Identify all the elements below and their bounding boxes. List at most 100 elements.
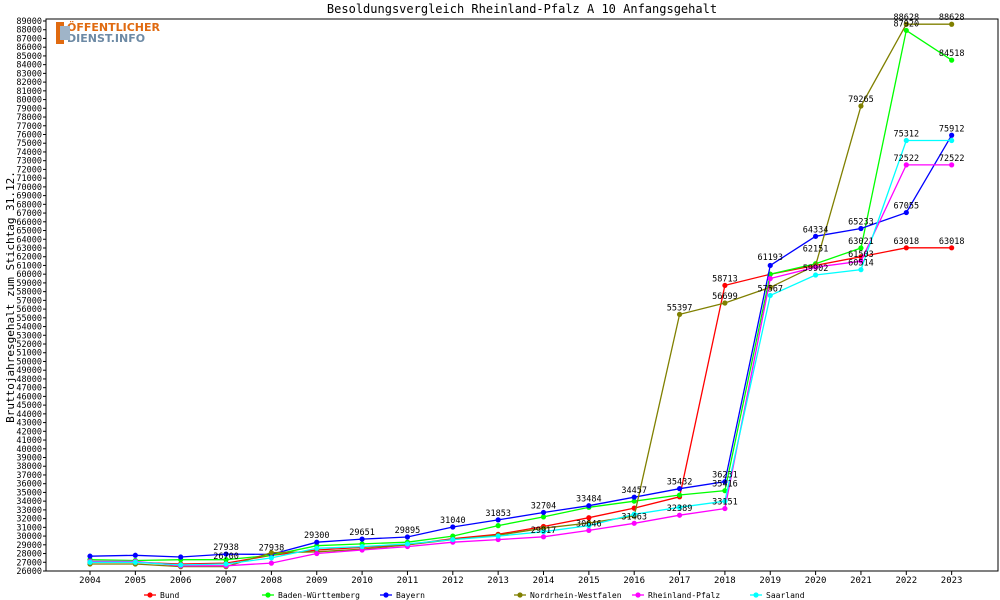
data-point bbox=[949, 132, 955, 138]
y-tick-label: 88000 bbox=[16, 26, 42, 36]
x-tick-label: 2014 bbox=[533, 576, 555, 586]
y-tick-label: 62000 bbox=[16, 253, 42, 263]
y-tick-label: 81000 bbox=[16, 87, 42, 97]
y-tick-label: 83000 bbox=[16, 69, 42, 79]
logo-mark-icon bbox=[56, 22, 71, 44]
y-tick-label: 86000 bbox=[16, 43, 42, 53]
series-line bbox=[89, 29, 952, 562]
y-tick-label: 87000 bbox=[16, 34, 42, 44]
data-point bbox=[676, 311, 683, 317]
y-tick-label: 70000 bbox=[16, 183, 42, 193]
data-point bbox=[903, 245, 909, 251]
y-tick-label: 43000 bbox=[16, 419, 42, 429]
x-tick-label: 2016 bbox=[623, 576, 645, 586]
series-lines bbox=[87, 21, 955, 570]
y-tick-label: 79000 bbox=[16, 104, 42, 114]
data-label: 33151 bbox=[712, 498, 738, 508]
y-tick-label: 74000 bbox=[16, 148, 42, 158]
y-tick-label: 58000 bbox=[16, 288, 42, 298]
data-label: 61503 bbox=[848, 250, 874, 260]
y-tick-label: 67000 bbox=[16, 209, 42, 219]
legend-label: Bund bbox=[160, 591, 179, 600]
x-tick-label: 2018 bbox=[714, 576, 736, 586]
data-point bbox=[87, 559, 93, 565]
legend-marker bbox=[517, 592, 523, 598]
data-point bbox=[223, 551, 229, 557]
data-point bbox=[722, 479, 728, 485]
legend-marker bbox=[147, 592, 153, 598]
x-tick-label: 2009 bbox=[306, 576, 328, 586]
data-point bbox=[722, 505, 728, 512]
y-tick-label: 37000 bbox=[16, 471, 42, 481]
data-label: 29917 bbox=[531, 526, 557, 536]
y-tick-label: 26000 bbox=[16, 567, 42, 577]
y-tick-label: 71000 bbox=[16, 174, 42, 184]
y-tick-label: 44000 bbox=[16, 410, 42, 420]
data-point bbox=[268, 550, 274, 556]
y-tick-label: 61000 bbox=[16, 261, 42, 271]
data-point bbox=[813, 272, 819, 278]
data-point bbox=[132, 559, 138, 565]
data-point bbox=[722, 498, 728, 504]
data-point bbox=[949, 137, 955, 144]
y-tick-label: 39000 bbox=[16, 454, 42, 464]
y-axis-label: Bruttojahresgehalt zum Stichtag 31.12. bbox=[4, 171, 17, 423]
data-point bbox=[450, 536, 456, 543]
x-tick-label: 2007 bbox=[215, 576, 237, 586]
data-point bbox=[903, 27, 909, 34]
data-label: 67055 bbox=[894, 202, 920, 212]
legend-marker bbox=[635, 592, 641, 598]
data-point bbox=[949, 21, 955, 27]
data-label: 65233 bbox=[848, 217, 874, 227]
data-label: 31853 bbox=[485, 509, 511, 519]
x-tick-label: 2023 bbox=[941, 576, 963, 586]
data-point bbox=[676, 492, 683, 498]
data-point bbox=[314, 539, 320, 545]
data-label: 72522 bbox=[894, 154, 920, 164]
data-label: 75912 bbox=[939, 124, 965, 134]
series-line bbox=[90, 23, 952, 568]
y-tick-label: 89000 bbox=[16, 17, 42, 27]
y-tick-label: 31000 bbox=[16, 523, 42, 533]
data-label: 27938 bbox=[213, 543, 239, 553]
data-point bbox=[586, 523, 592, 529]
data-point bbox=[676, 486, 683, 492]
data-point bbox=[268, 555, 274, 561]
series-line bbox=[89, 134, 953, 558]
x-tick-label: 2020 bbox=[805, 576, 827, 586]
data-point bbox=[949, 57, 955, 63]
data-label: 35432 bbox=[667, 478, 693, 488]
y-tick-label: 66000 bbox=[16, 218, 42, 228]
y-tick-label: 75000 bbox=[16, 139, 42, 149]
y-tick-label: 34000 bbox=[16, 497, 42, 507]
series-line bbox=[90, 164, 952, 567]
y-tick-label: 52000 bbox=[16, 340, 42, 350]
data-label: 61193 bbox=[757, 253, 783, 263]
series-line bbox=[90, 139, 952, 566]
data-point bbox=[178, 562, 184, 568]
y-tick-label: 36000 bbox=[16, 480, 42, 490]
data-point bbox=[87, 553, 93, 559]
data-label: 75312 bbox=[894, 129, 920, 139]
y-tick-label: 84000 bbox=[16, 61, 42, 71]
y-tick-label: 42000 bbox=[16, 427, 42, 437]
data-label: 63018 bbox=[939, 237, 965, 247]
y-tick-label: 46000 bbox=[16, 392, 42, 402]
data-label: 87920 bbox=[894, 19, 920, 29]
y-tick-label: 85000 bbox=[16, 52, 42, 62]
data-point bbox=[631, 494, 637, 500]
data-label: 29300 bbox=[304, 531, 330, 541]
data-point bbox=[858, 225, 864, 232]
data-point bbox=[903, 162, 909, 168]
y-tick-label: 53000 bbox=[16, 331, 42, 341]
data-label: 63021 bbox=[848, 237, 874, 247]
series-line bbox=[90, 247, 952, 565]
y-tick-label: 80000 bbox=[16, 96, 42, 106]
y-tick-label: 69000 bbox=[16, 192, 42, 202]
x-tick-label: 2005 bbox=[125, 576, 147, 586]
data-label: 57567 bbox=[757, 284, 783, 294]
data-point bbox=[540, 529, 547, 535]
data-point bbox=[813, 233, 819, 239]
data-label: 33484 bbox=[576, 495, 602, 505]
